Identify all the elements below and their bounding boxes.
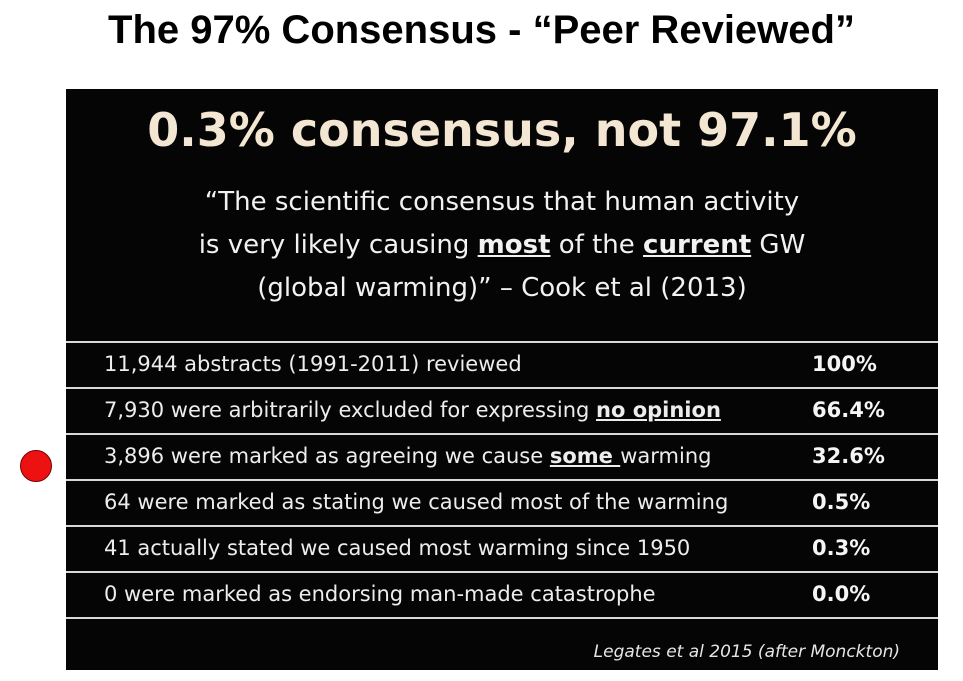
slide-panel: 0.3% consensus, not 97.1% “The scientifi… [66, 89, 938, 670]
row-description: 64 were marked as stating we caused most… [104, 490, 728, 514]
quote-line-2-start: is very likely causing [198, 230, 478, 260]
row-description: 3,896 were marked as agreeing we cause s… [104, 444, 711, 468]
row-description: 0 were marked as endorsing man-made cata… [104, 582, 656, 606]
row-text: 41 actually stated we caused most warmin… [104, 536, 691, 560]
quote-line-3: (global warming)” – Cook et al (2013) [257, 273, 747, 303]
quote-line-2: is very likely causing most of the curre… [66, 224, 938, 267]
row-percentage: 0.0% [812, 582, 871, 606]
quote-emphasis-current: current [643, 230, 752, 260]
quote-line-2-end: GW [751, 230, 806, 260]
row-percentage: 0.5% [812, 490, 871, 514]
quote-emphasis-most: most [477, 230, 551, 260]
row-text-after: warming [620, 444, 712, 468]
row-text: 11,944 abstracts (1991-2011) reviewed [104, 352, 522, 376]
row-text: 0 were marked as endorsing man-made cata… [104, 582, 656, 606]
table-row: 0 were marked as endorsing man-made cata… [66, 573, 938, 619]
row-percentage: 32.6% [812, 444, 885, 468]
citation: Legates et al 2015 (after Monckton) [593, 642, 900, 662]
row-percentage: 100% [812, 352, 877, 376]
page-title: The 97% Consensus - “Peer Reviewed” [108, 8, 855, 52]
row-text: 7,930 were arbitrarily excluded for expr… [104, 398, 597, 422]
row-description: 7,930 were arbitrarily excluded for expr… [104, 398, 721, 422]
row-text: 64 were marked as stating we caused most… [104, 490, 729, 514]
table-row: 7,930 were arbitrarily excluded for expr… [66, 389, 938, 435]
row-description: 11,944 abstracts (1991-2011) reviewed [104, 352, 522, 376]
cook-quote: “The scientific consensus that human act… [66, 181, 938, 310]
red-dot-marker-icon [20, 450, 52, 482]
row-emphasis: some [549, 444, 621, 468]
table-row: 41 actually stated we caused most warmin… [66, 527, 938, 573]
quote-line-1: “The scientific consensus that human act… [204, 187, 800, 217]
row-emphasis: no opinion [596, 398, 721, 422]
row-percentage: 0.3% [812, 536, 871, 560]
table-row: 64 were marked as stating we caused most… [66, 481, 938, 527]
row-text: 3,896 were marked as agreeing we cause [104, 444, 550, 468]
row-percentage: 66.4% [812, 398, 885, 422]
table-row: 11,944 abstracts (1991-2011) reviewed 10… [66, 343, 938, 389]
table-row: 3,896 were marked as agreeing we cause s… [66, 435, 938, 481]
statistics-table: 11,944 abstracts (1991-2011) reviewed 10… [66, 341, 938, 619]
panel-heading: 0.3% consensus, not 97.1% [147, 103, 857, 157]
quote-line-2-middle: of the [550, 230, 644, 260]
row-description: 41 actually stated we caused most warmin… [104, 536, 690, 560]
